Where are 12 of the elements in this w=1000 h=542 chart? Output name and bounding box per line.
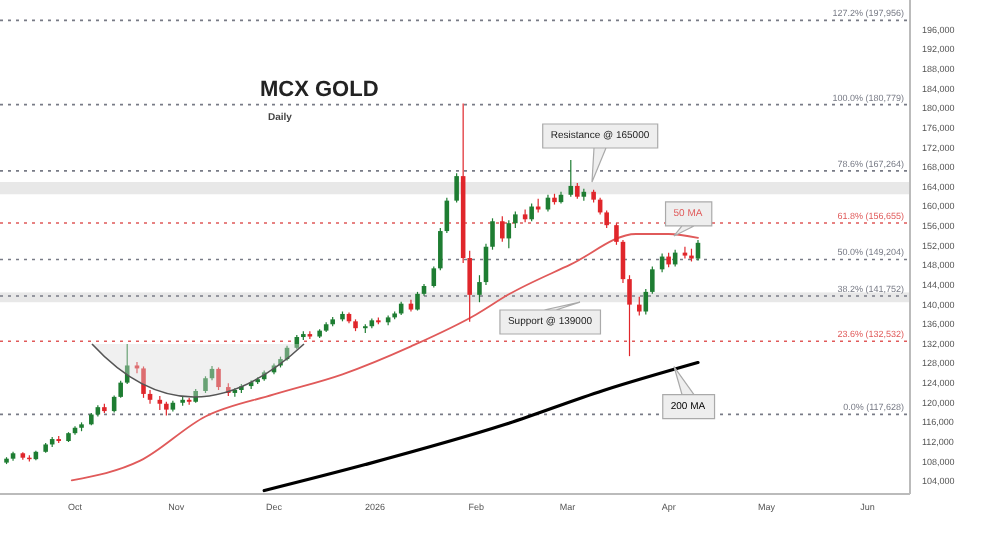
text: MCX GOLD bbox=[260, 78, 379, 102]
candlestick bbox=[568, 159, 574, 198]
candlestick bbox=[216, 366, 221, 391]
candlestick bbox=[500, 215, 505, 243]
candlestick bbox=[650, 265, 655, 295]
candlestick bbox=[415, 291, 420, 312]
candlestick bbox=[307, 330, 313, 340]
candlestick bbox=[522, 208, 528, 223]
candlestick bbox=[454, 172, 459, 204]
candlestick bbox=[141, 365, 146, 399]
candlestick bbox=[682, 246, 688, 260]
candlestick bbox=[637, 296, 642, 317]
